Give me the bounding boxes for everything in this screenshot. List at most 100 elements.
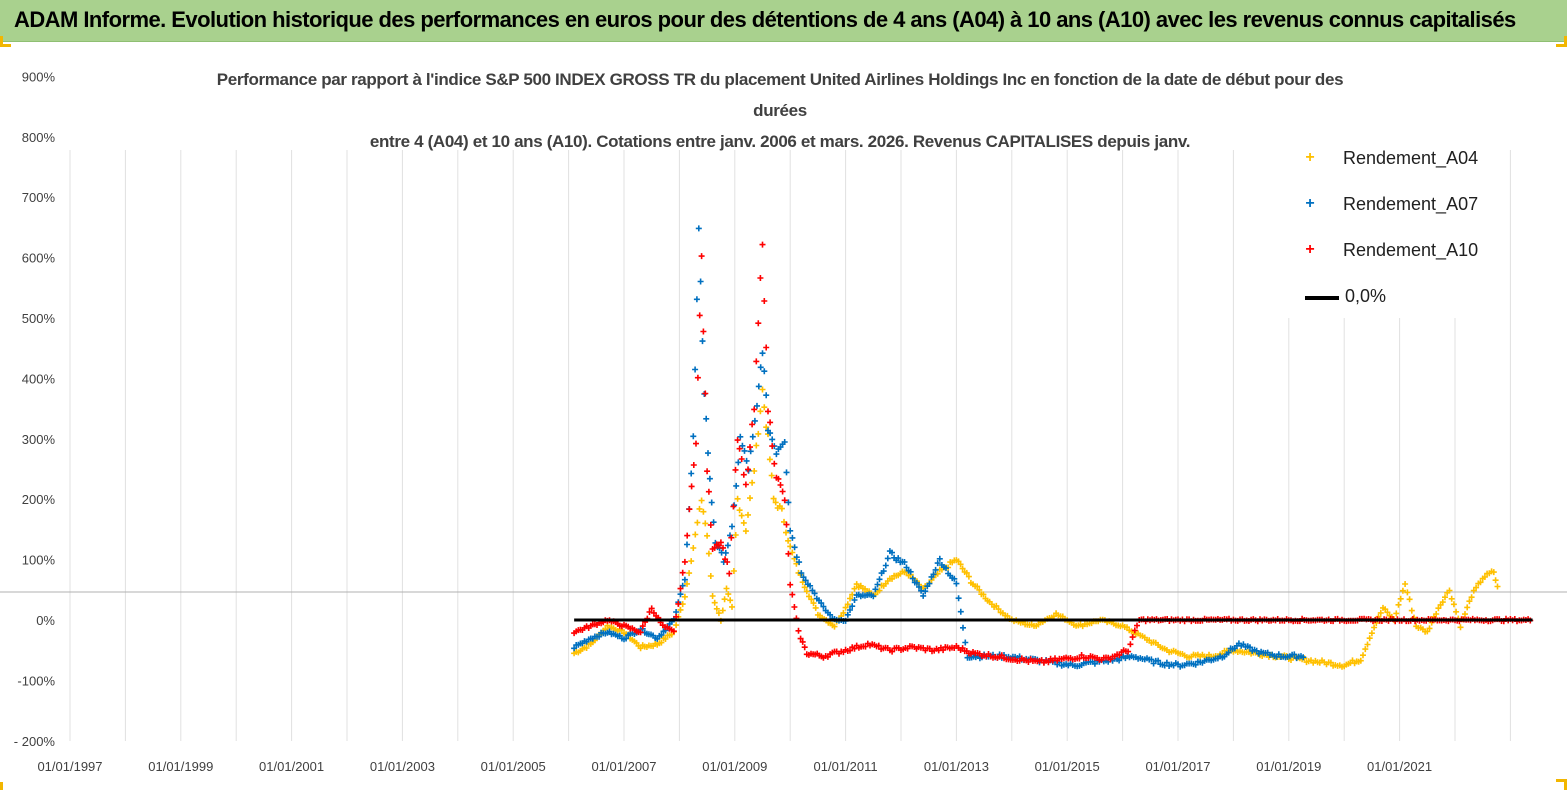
legend-item-a10: + Rendement_A10 [1283, 240, 1501, 264]
data-point [702, 520, 709, 527]
data-point [757, 275, 764, 281]
data-point [820, 603, 827, 610]
data-point [1116, 657, 1123, 664]
data-point [1462, 611, 1468, 618]
data-point [1362, 646, 1369, 653]
data-point [770, 495, 777, 502]
data-point [800, 574, 807, 581]
data-point [692, 366, 699, 373]
data-point [681, 593, 688, 600]
data-point [637, 629, 644, 636]
data-point [727, 597, 734, 604]
data-point [734, 437, 741, 444]
data-point [842, 604, 849, 611]
data-point [702, 390, 709, 397]
data-point [733, 482, 740, 489]
data-point [769, 443, 776, 450]
data-point [791, 604, 798, 610]
data-point [957, 561, 964, 568]
x-axis-ticks: 01/01/1997 01/01/1999 01/01/2001 01/01/2003… [37, 759, 1432, 774]
data-point [705, 488, 712, 495]
data-point [719, 607, 726, 614]
data-point [740, 471, 747, 478]
data-point [754, 402, 760, 409]
gridlines [69, 150, 1511, 741]
legend-item-zero: 0,0% [1283, 286, 1501, 310]
x-tick-label: 01/01/1999 [148, 759, 213, 774]
data-point [995, 606, 1002, 613]
data-point [729, 523, 735, 530]
data-point [876, 576, 883, 583]
data-point [713, 605, 720, 612]
data-point [739, 442, 746, 449]
data-point [729, 603, 735, 610]
plus-marker-icon: + [1305, 149, 1315, 166]
data-point [876, 587, 883, 594]
data-point [730, 568, 737, 574]
data-point [895, 555, 902, 562]
y-tick-label: 800% [22, 130, 56, 145]
data-point [1481, 574, 1488, 580]
data-point [766, 456, 773, 463]
data-point [1382, 606, 1389, 613]
data-point [847, 647, 853, 654]
data-point [1477, 579, 1484, 586]
data-point [637, 645, 644, 652]
data-point [749, 479, 756, 486]
data-point [785, 550, 792, 557]
legend-label-a10: Rendement_A10 [1343, 240, 1479, 260]
report-banner: ADAM Informe. Evolution historique des p… [0, 0, 1567, 42]
data-point [962, 639, 969, 646]
data-point [715, 542, 722, 549]
data-point [1468, 594, 1475, 601]
y-tick-label: 200% [22, 492, 56, 507]
data-point [783, 521, 790, 528]
data-point [707, 573, 714, 579]
data-point [681, 576, 688, 583]
data-point [708, 499, 715, 506]
data-point [875, 642, 882, 649]
y-tick-label: 400% [22, 371, 56, 386]
data-point [783, 469, 790, 476]
data-point [930, 571, 937, 578]
data-point [1439, 599, 1446, 606]
data-point [755, 430, 762, 437]
data-point [1327, 659, 1334, 666]
chart-legend: + Rendement_A04 + Rendement_A07 + Rendem… [1283, 140, 1501, 318]
data-point [596, 633, 603, 640]
data-point [583, 645, 590, 651]
data-point [1004, 612, 1011, 619]
data-point [759, 241, 766, 248]
data-point [916, 583, 922, 590]
x-tick-label: 01/01/2005 [481, 759, 546, 774]
data-point [662, 636, 669, 642]
data-point [1397, 595, 1404, 602]
data-point [1357, 657, 1364, 664]
data-point [909, 575, 916, 582]
data-point [693, 296, 700, 303]
data-point [726, 570, 733, 577]
data-point [721, 596, 728, 603]
data-point [722, 549, 729, 556]
data-point [1368, 630, 1375, 637]
data-point [775, 475, 782, 482]
data-point [827, 611, 834, 618]
x-tick-label: 01/01/2001 [259, 759, 324, 774]
data-point [777, 482, 784, 488]
data-point [799, 638, 806, 645]
data-point [795, 627, 802, 634]
chart-title-line-3: entre 4 (A04) et 10 ans (A10). Cotations… [369, 132, 1191, 151]
data-point [853, 581, 860, 588]
data-point [801, 644, 808, 651]
data-point [571, 645, 578, 652]
data-point [698, 253, 705, 260]
data-point [1124, 624, 1130, 631]
data-point [711, 599, 718, 606]
data-point [1399, 587, 1406, 594]
data-point [965, 573, 972, 580]
data-point [882, 562, 889, 569]
data-point [976, 586, 983, 593]
data-point [735, 459, 742, 466]
data-point [695, 225, 702, 232]
data-point [736, 507, 743, 514]
